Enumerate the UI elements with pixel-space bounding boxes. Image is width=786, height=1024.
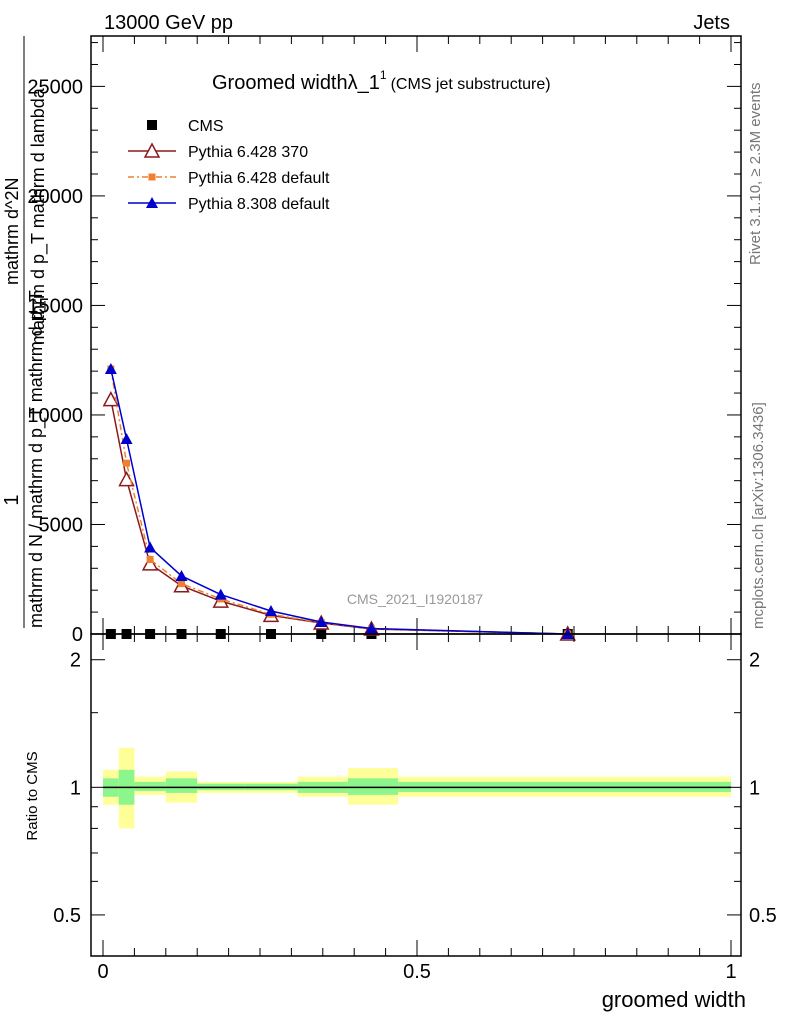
series-line xyxy=(110,368,568,635)
ratio-bands xyxy=(103,747,731,829)
y-tick-label: 25000 xyxy=(27,76,83,98)
legend-label: Pythia 6.428 default xyxy=(188,170,330,187)
ratio-inner-band xyxy=(165,778,198,793)
series-line xyxy=(110,399,568,635)
energy-label: 13000 GeV pp xyxy=(104,12,233,34)
title-sup: 1 xyxy=(380,68,387,82)
data-point xyxy=(365,622,378,634)
legend-marker xyxy=(148,173,156,181)
ratio-y-tick-label: 2 xyxy=(70,650,81,672)
process-label: Jets xyxy=(693,12,730,34)
x-axis-label: groomed width xyxy=(602,987,746,1012)
ratio-inner-band xyxy=(134,781,166,792)
ratio-y-tick-label-right: 1 xyxy=(749,777,760,799)
ratio-y-tick-label: 0.5 xyxy=(53,905,81,927)
legend-label: Pythia 8.308 default xyxy=(188,196,330,213)
ratio-y-tick-label: 1 xyxy=(70,777,81,799)
data-point xyxy=(315,615,328,627)
legend-marker xyxy=(143,142,161,158)
rivet-label: Rivet 3.1.10, ≥ 2.3M events xyxy=(747,83,764,266)
ratio-x-ticks: 0 0.5 1 xyxy=(97,634,737,983)
ratio-y-tick-label-right: 2 xyxy=(749,650,760,672)
series-line xyxy=(110,368,568,635)
ylabel-den: mathrm d N / mathrm d p_T mathrm d p_T xyxy=(26,290,47,628)
legend-marker xyxy=(146,197,158,208)
ratio-y-tick-label-right: 0.5 xyxy=(749,905,777,927)
title-lambda: λ_1 xyxy=(348,72,380,94)
legend-marker xyxy=(147,120,157,130)
x-tick-label: 1 xyxy=(725,961,736,983)
data-point xyxy=(175,569,188,581)
main-series xyxy=(102,362,576,641)
y-tick-label: 15000 xyxy=(27,295,83,317)
chart-title: Groomed widthλ_11(CMS jet substructure) xyxy=(212,68,551,94)
y-tick-label: 5000 xyxy=(39,514,84,536)
analysis-label: CMS_2021_I1920187 xyxy=(347,591,483,607)
data-point xyxy=(123,459,131,467)
ylabel-one: 1 xyxy=(1,494,23,505)
y-tick-label: 0 xyxy=(72,624,83,646)
y-tick-label: 10000 xyxy=(27,405,83,427)
x-tick-label: 0 xyxy=(97,961,108,983)
data-point xyxy=(141,555,159,571)
legend-label: Pythia 6.428 370 xyxy=(188,144,308,161)
data-point xyxy=(264,605,277,616)
data-point xyxy=(118,470,135,487)
data-point xyxy=(120,433,133,445)
data-point xyxy=(102,391,120,407)
data-point xyxy=(144,541,157,553)
y-tick-label: 20000 xyxy=(27,186,83,208)
data-point xyxy=(214,588,227,600)
ylabel-den2: mathrm d p_T mathrm d lambda xyxy=(28,87,49,345)
data-point xyxy=(178,580,185,588)
main-y-ticks: 0 5000 10000 15000 20000 25000 xyxy=(27,42,741,646)
ylabel-num: mathrm d^2N xyxy=(2,178,22,285)
mcplots-label: mcplots.cern.ch [arXiv:1306.3436] xyxy=(750,402,767,629)
chart-subtitle: (CMS jet substructure) xyxy=(391,76,551,93)
data-point xyxy=(104,362,117,374)
x-tick-label: 0.5 xyxy=(403,961,431,983)
ratio-y-ticks: 0.5 0.5 1 1 2 2 xyxy=(53,650,777,927)
ratio-ylabel: Ratio to CMS xyxy=(24,751,41,840)
ratio-frame xyxy=(90,633,742,957)
legend: CMS Pythia 6.428 370 Pythia 6.428 default P… xyxy=(128,118,330,213)
legend-label: CMS xyxy=(188,118,224,135)
data-point xyxy=(146,556,154,564)
main-ylabel: 1 mathrm d N / mathrm d p_T mathrm d p_T… xyxy=(1,36,49,628)
